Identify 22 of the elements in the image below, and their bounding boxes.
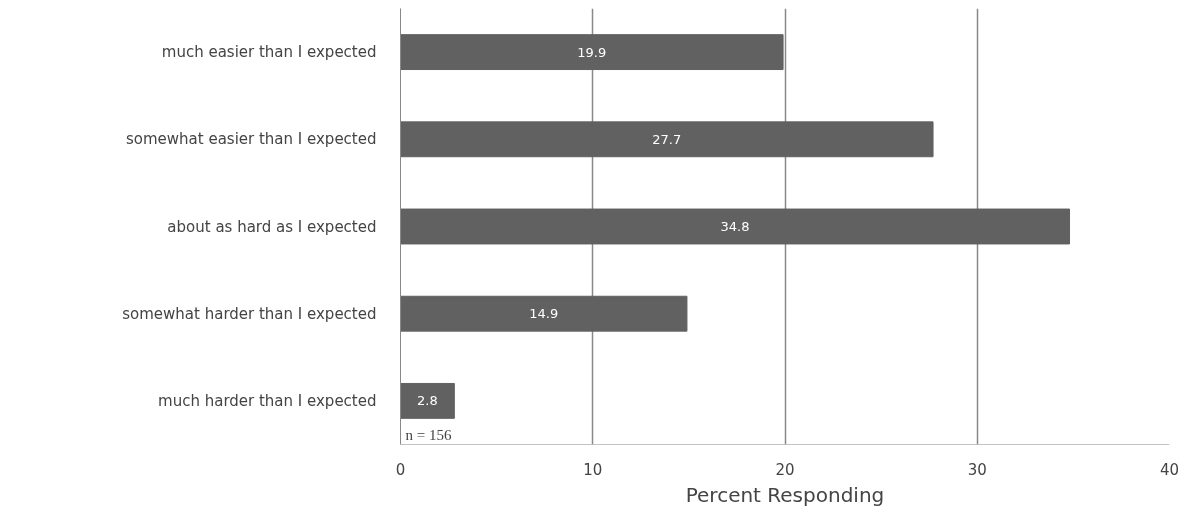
bar <box>400 34 784 71</box>
bar <box>400 295 688 332</box>
x-tick-label: 20 <box>775 460 795 479</box>
x-tick-label: 30 <box>967 460 987 479</box>
data-label: 14.9 <box>529 306 559 322</box>
x-axis-title: Percent Responding <box>685 482 885 507</box>
data-label: 34.8 <box>720 219 750 234</box>
x-tick-label: 0 <box>395 460 406 479</box>
data-label: 19.9 <box>577 44 607 60</box>
y-tick-label: somewhat easier than I expected <box>125 130 377 149</box>
bar <box>400 121 934 158</box>
y-tick-label: somewhat harder than I expected <box>122 304 377 323</box>
bar <box>400 208 1071 245</box>
bar <box>400 382 455 419</box>
x-tick-label: 10 <box>583 460 603 479</box>
y-tick-label: about as hard as I expected <box>167 217 377 236</box>
y-tick-label: much easier than I expected <box>161 43 377 62</box>
annotation: n = 156 <box>405 426 452 443</box>
data-label: 2.8 <box>417 393 438 409</box>
x-tick-label: 40 <box>1159 460 1180 479</box>
data-label: 27.7 <box>652 131 682 147</box>
y-tick-label: much harder than I expected <box>158 391 377 410</box>
